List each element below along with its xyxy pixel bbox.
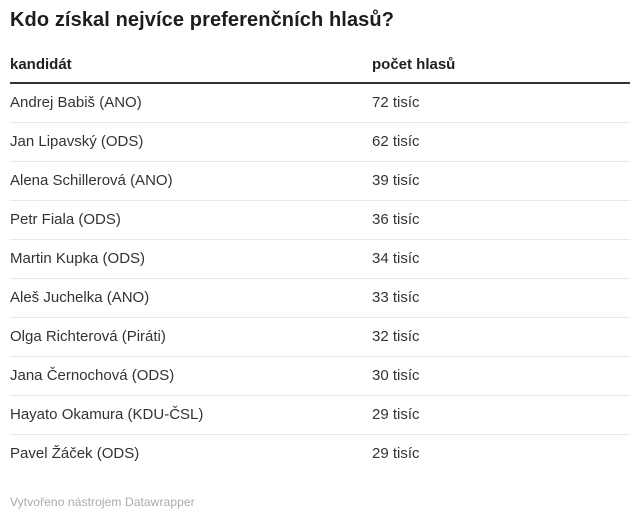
candidate-cell: Jan Lipavský (ODS) [10, 122, 372, 162]
votes-cell: 32 tisíc [372, 317, 630, 357]
candidate-cell: Aleš Juchelka (ANO) [10, 278, 372, 318]
table-header: kandidát počet hlasů [10, 56, 630, 84]
table-row: Jan Lipavský (ODS) 62 tisíc [10, 122, 630, 162]
table-row: Martin Kupka (ODS) 34 tisíc [10, 239, 630, 279]
candidate-cell: Jana Černochová (ODS) [10, 356, 372, 396]
candidate-cell: Pavel Žáček (ODS) [10, 445, 140, 462]
candidate-cell: Martin Kupka (ODS) [10, 239, 372, 279]
votes-cell: 29 tisíc [372, 445, 420, 462]
candidate-cell: Olga Richterová (Piráti) [10, 317, 372, 357]
table-row: Pavel Žáček (ODS) 29 tisíc [10, 435, 630, 474]
attribution-footer: Vytvořeno nástrojem Datawrapper [10, 495, 195, 509]
votes-cell: 39 tisíc [372, 161, 630, 201]
votes-cell: 62 tisíc [372, 122, 630, 162]
table-row: Aleš Juchelka (ANO) 33 tisíc [10, 278, 630, 318]
chart-title: Kdo získal nejvíce preferenčních hlasů? [10, 9, 395, 31]
column-header-candidate: kandidát [10, 56, 372, 84]
votes-cell: 29 tisíc [372, 395, 630, 435]
candidate-cell: Petr Fiala (ODS) [10, 200, 372, 240]
table-row: Jana Černochová (ODS) 30 tisíc [10, 356, 630, 396]
table-row: Petr Fiala (ODS) 36 tisíc [10, 200, 630, 240]
table-body: Andrej Babiš (ANO) 72 tisíc Jan Lipavský (… [10, 83, 630, 473]
column-header-votes: počet hlasů [372, 56, 630, 84]
votes-cell: 33 tisíc [372, 278, 630, 318]
table-row: Hayato Okamura (KDU-ČSL) 29 tisíc [10, 395, 630, 435]
votes-cell: 36 tisíc [372, 200, 630, 240]
votes-table: kandidát počet hlasů Andrej Babiš (ANO) 7… [10, 56, 630, 473]
table-row: Alena Schillerová (ANO) 39 tisíc [10, 161, 630, 201]
votes-cell: 30 tisíc [372, 356, 630, 396]
candidate-cell: Hayato Okamura (KDU-ČSL) [10, 395, 372, 435]
table-row: Olga Richterová (Piráti) 32 tisíc [10, 317, 630, 357]
votes-cell: 72 tisíc [372, 83, 630, 123]
candidate-cell: Alena Schillerová (ANO) [10, 161, 372, 201]
votes-cell: 34 tisíc [372, 239, 630, 279]
table-row: Andrej Babiš (ANO) 72 tisíc [10, 83, 630, 123]
candidate-cell: Andrej Babiš (ANO) [10, 83, 372, 123]
